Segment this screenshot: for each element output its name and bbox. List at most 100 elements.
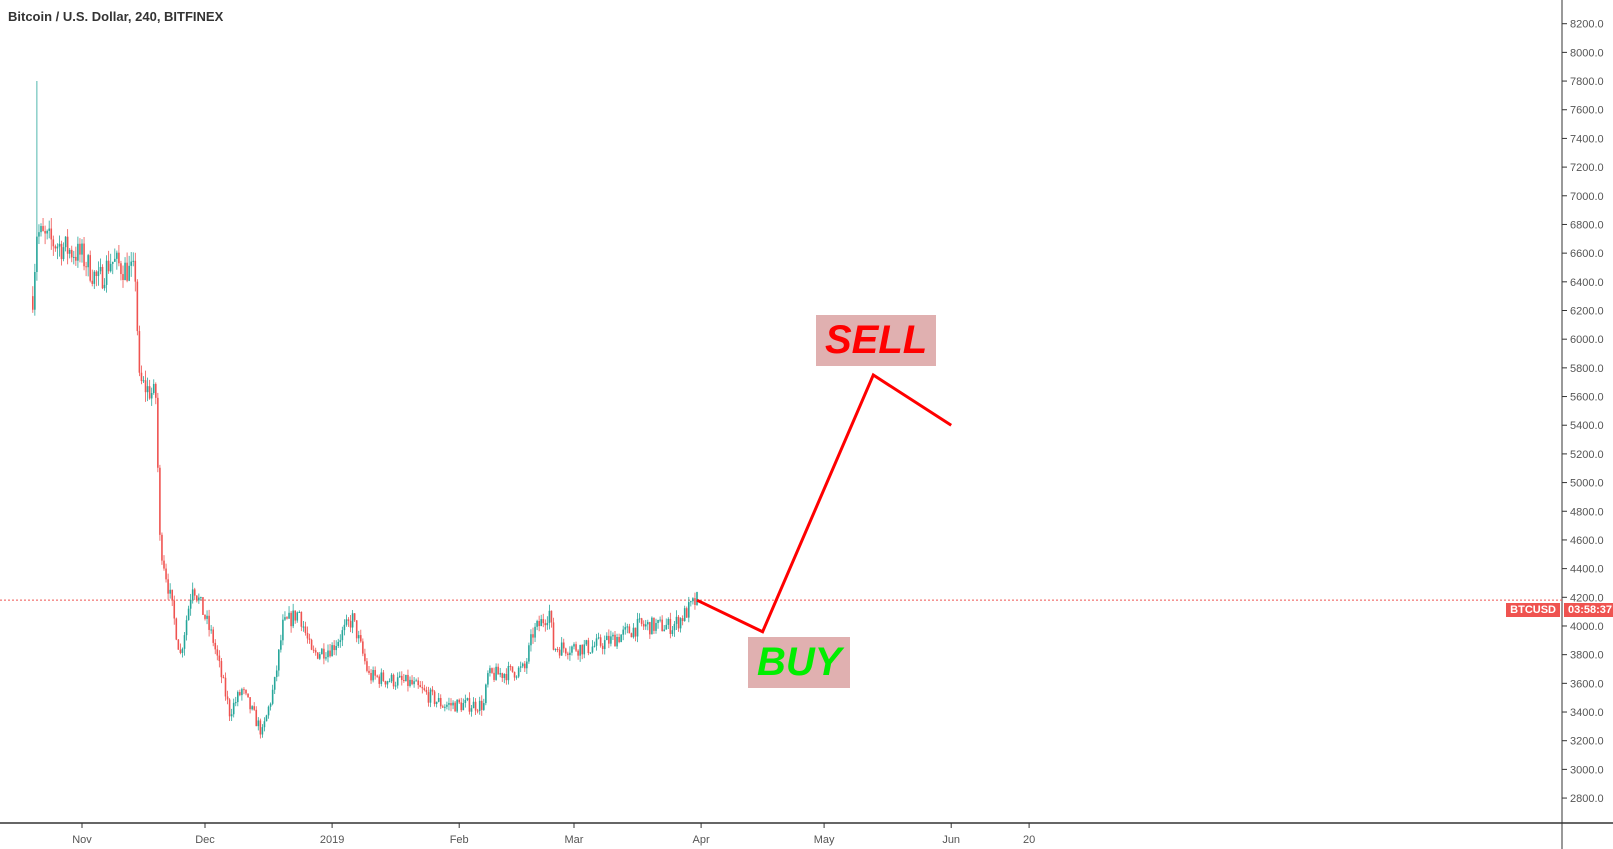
candle-body	[325, 657, 327, 659]
candle-body	[75, 256, 77, 261]
candle-body	[612, 634, 614, 637]
candle-body	[398, 675, 401, 678]
candle-body	[306, 632, 309, 639]
candle-body	[491, 668, 493, 673]
price-tick-label: 4800.0	[1570, 506, 1604, 518]
candle-body	[210, 629, 212, 631]
candle-body	[70, 249, 73, 258]
candle-body	[622, 629, 624, 635]
candle-body	[382, 672, 385, 682]
price-tick-label: 5800.0	[1570, 363, 1604, 375]
candle-body	[198, 597, 200, 601]
candle-body	[185, 620, 188, 636]
sell-label[interactable]: SELL	[816, 315, 937, 366]
price-tick-label: 5000.0	[1570, 478, 1604, 490]
candle-body	[286, 617, 288, 619]
candle-body	[483, 703, 485, 710]
candle-body	[669, 618, 672, 634]
candle-body	[167, 579, 169, 594]
candle-body	[101, 266, 104, 289]
candle-body	[507, 666, 510, 681]
candle-body	[343, 624, 346, 631]
candle-body	[97, 271, 100, 277]
candle-body	[583, 644, 586, 655]
candle-body	[124, 262, 126, 280]
candle-body	[679, 618, 682, 629]
candle-body	[468, 698, 471, 712]
price-tick-label: 4600.0	[1570, 535, 1604, 547]
candle-body	[413, 681, 415, 685]
price-tick-label: 7000.0	[1570, 191, 1604, 203]
candle-body	[155, 383, 157, 398]
candle-body	[599, 637, 602, 646]
price-tick-label: 3600.0	[1570, 678, 1604, 690]
candle-body	[585, 640, 588, 645]
candle-body	[319, 654, 321, 659]
candle-body	[316, 652, 319, 659]
candle-body	[150, 393, 153, 399]
candle-body	[245, 689, 247, 694]
candle-body	[372, 670, 374, 681]
price-tick-label: 8000.0	[1570, 47, 1604, 59]
candle-body	[212, 629, 214, 643]
candle-body	[565, 648, 567, 654]
candle-body	[661, 619, 663, 632]
candle-body	[148, 386, 151, 399]
candle-body	[171, 589, 173, 601]
candle-body	[442, 706, 444, 708]
candle-body	[267, 706, 270, 716]
candle-body	[259, 720, 262, 735]
candle-body	[620, 634, 622, 643]
price-tick-label: 6600.0	[1570, 248, 1604, 260]
candle-body	[193, 589, 196, 596]
candle-body	[683, 608, 686, 622]
candle-body	[40, 226, 42, 233]
candle-body	[409, 679, 411, 686]
candle-body	[179, 649, 182, 653]
candle-body	[366, 661, 368, 671]
candle-body	[85, 266, 87, 268]
candle-body	[374, 670, 376, 676]
candle-body	[275, 670, 278, 678]
candle-body	[226, 696, 229, 700]
candle-body	[302, 626, 305, 628]
candle-body	[403, 679, 405, 682]
candle-body	[487, 673, 489, 685]
candle-body	[425, 690, 428, 693]
candle-body	[665, 624, 668, 630]
candle-body	[93, 271, 96, 284]
candle-body	[161, 534, 163, 561]
candle-body	[284, 617, 286, 620]
candle-body	[310, 639, 313, 650]
candle-body	[83, 243, 85, 267]
buy-label[interactable]: BUY	[748, 637, 851, 688]
candle-body	[493, 672, 495, 680]
candle-body	[653, 617, 655, 631]
candle-body	[521, 663, 524, 667]
candle-body	[282, 619, 284, 641]
candle-body	[608, 635, 610, 644]
time-tick-label: Mar	[565, 834, 584, 846]
candle-body	[415, 680, 417, 682]
candle-body	[257, 720, 260, 727]
candle-body	[130, 261, 132, 266]
candle-body	[505, 673, 508, 681]
candle-body	[360, 635, 362, 642]
candle-body	[663, 629, 665, 632]
candle-body	[314, 650, 317, 653]
candle-body	[538, 621, 540, 627]
candle-body	[591, 646, 594, 653]
candle-body	[128, 265, 130, 281]
candle-body	[308, 638, 311, 640]
candle-body	[261, 727, 264, 735]
candle-body	[614, 634, 616, 647]
candle-body	[550, 610, 553, 623]
candle-body	[111, 261, 114, 264]
candle-body	[427, 692, 430, 703]
candle-body	[331, 645, 333, 657]
candle-body	[56, 246, 59, 249]
candle-body	[446, 704, 448, 707]
trade-path-line[interactable]	[696, 372, 953, 634]
candle-body	[642, 623, 645, 627]
